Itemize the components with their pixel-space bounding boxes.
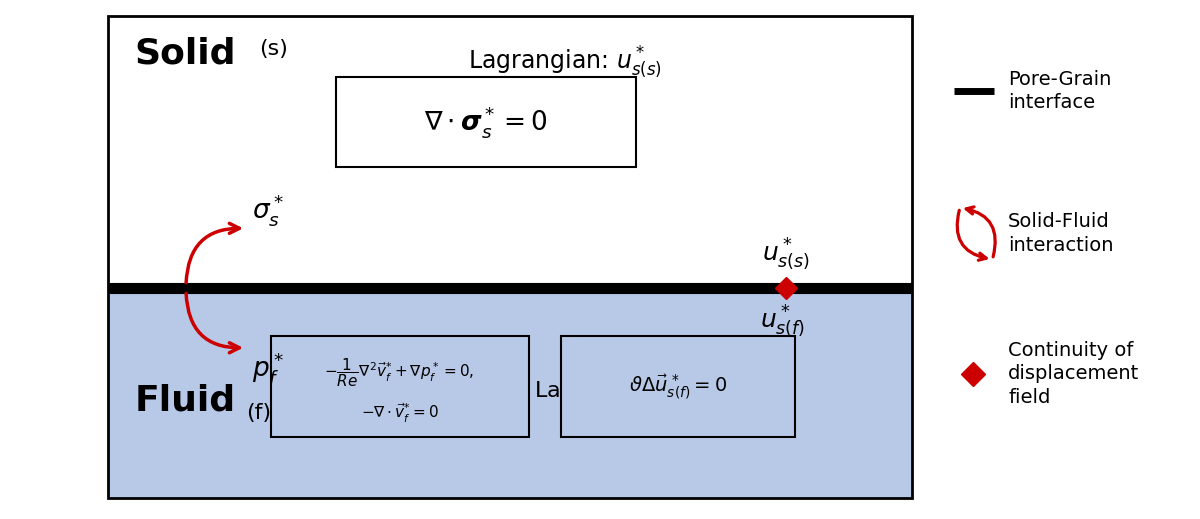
- Text: Solid: Solid: [134, 36, 236, 71]
- Text: $u^*_{s(s)}$: $u^*_{s(s)}$: [762, 237, 810, 272]
- FancyArrowPatch shape: [186, 223, 239, 283]
- Text: Continuity of
displacement
field: Continuity of displacement field: [1008, 340, 1139, 407]
- FancyArrowPatch shape: [958, 210, 986, 260]
- Text: $\nabla \cdot \boldsymbol{\sigma}_s^* = 0$: $\nabla \cdot \boldsymbol{\sigma}_s^* = …: [424, 104, 548, 140]
- Text: $-\nabla \cdot \vec{v}_f^{*} = 0$: $-\nabla \cdot \vec{v}_f^{*} = 0$: [360, 402, 439, 425]
- Text: Eulerian: $v_f^*$, $p_f^*$: Eulerian: $v_f^*$, $p_f^*$: [282, 376, 458, 407]
- Text: Lagrangian: $u^*_{s(s)}$: Lagrangian: $u^*_{s(s)}$: [468, 44, 662, 79]
- Text: Solid-Fluid
interaction: Solid-Fluid interaction: [1008, 212, 1114, 255]
- Text: $p_f^*$: $p_f^*$: [252, 350, 284, 386]
- Text: Pore-Grain
interface: Pore-Grain interface: [1008, 70, 1111, 112]
- FancyBboxPatch shape: [560, 336, 794, 437]
- Text: (s): (s): [259, 39, 288, 59]
- Text: $-\dfrac{1}{Re}\nabla^2\vec{v}_f^{*} + \nabla p_f^* = 0,$: $-\dfrac{1}{Re}\nabla^2\vec{v}_f^{*} + \…: [324, 356, 475, 389]
- Text: $\sigma_s^*$: $\sigma_s^*$: [252, 193, 284, 228]
- FancyArrowPatch shape: [966, 207, 995, 257]
- FancyBboxPatch shape: [336, 77, 636, 167]
- Bar: [108, 288, 912, 498]
- Text: Fluid: Fluid: [134, 384, 235, 418]
- Bar: [108, 16, 912, 498]
- Text: Lagrangian: $u^*_{s(f)}$: Lagrangian: $u^*_{s(f)}$: [534, 376, 714, 411]
- FancyArrowPatch shape: [186, 293, 239, 353]
- Text: (f): (f): [246, 403, 271, 423]
- Text: $u^*_{s(f)}$: $u^*_{s(f)}$: [760, 304, 805, 339]
- Bar: [108, 16, 912, 288]
- FancyBboxPatch shape: [270, 336, 528, 437]
- Text: $\vartheta \Delta \vec{u}_{s(f)}^{\,*} = 0$: $\vartheta \Delta \vec{u}_{s(f)}^{\,*} =…: [629, 373, 727, 401]
